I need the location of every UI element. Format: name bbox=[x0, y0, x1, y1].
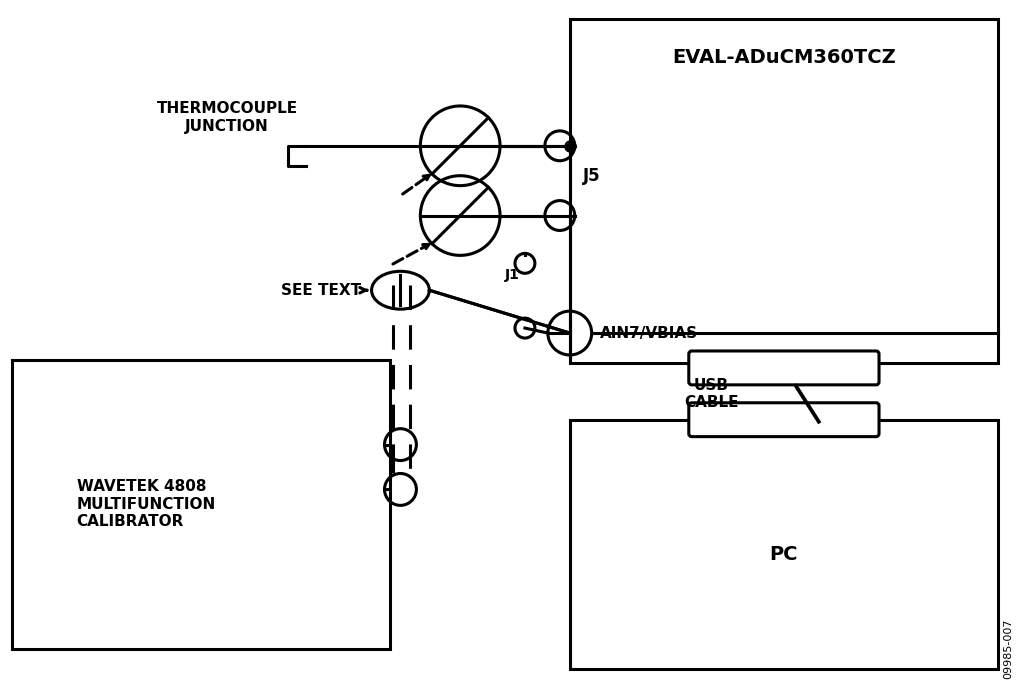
FancyBboxPatch shape bbox=[689, 351, 879, 385]
Text: 09985-007: 09985-007 bbox=[1002, 618, 1013, 679]
Text: USB
CABLE: USB CABLE bbox=[684, 378, 738, 410]
Text: WAVETEK 4808
MULTIFUNCTION
CALIBRATOR: WAVETEK 4808 MULTIFUNCTION CALIBRATOR bbox=[77, 480, 216, 530]
Bar bbox=[569, 420, 998, 669]
Text: SEE TEXT: SEE TEXT bbox=[282, 282, 361, 298]
Text: PC: PC bbox=[770, 545, 798, 564]
Text: J1: J1 bbox=[505, 269, 520, 282]
Bar bbox=[12, 360, 390, 649]
Text: AIN7/VBIAS: AIN7/VBIAS bbox=[600, 325, 697, 341]
Text: THERMOCOUPLE
JUNCTION: THERMOCOUPLE JUNCTION bbox=[157, 101, 298, 134]
Bar bbox=[569, 19, 998, 363]
FancyBboxPatch shape bbox=[689, 403, 879, 437]
Text: EVAL-ADuCM360TCZ: EVAL-ADuCM360TCZ bbox=[672, 48, 896, 67]
Text: J5: J5 bbox=[583, 167, 600, 185]
